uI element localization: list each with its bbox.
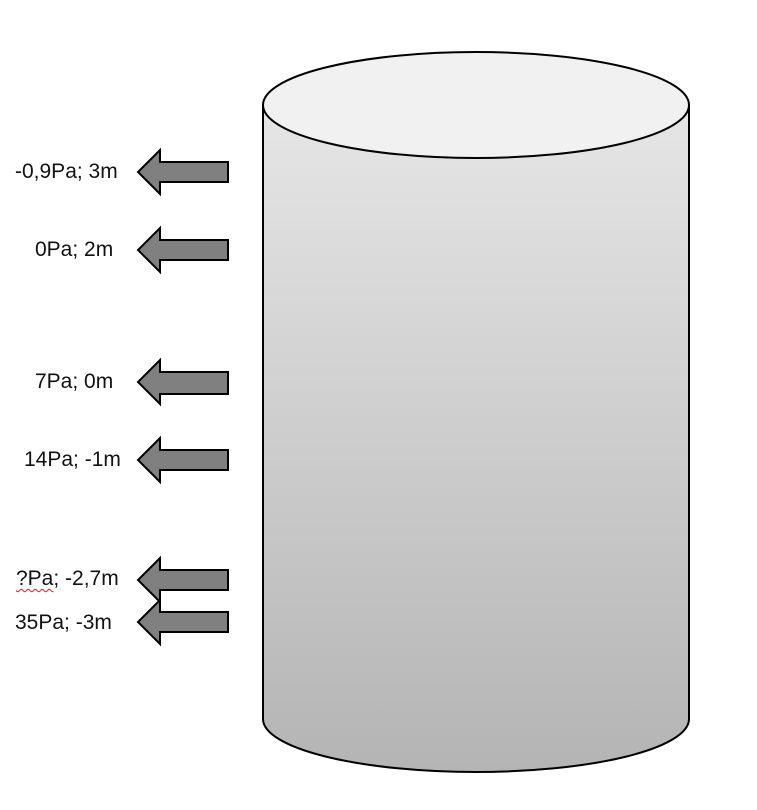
label-pressure-height: 35Pa; -3m <box>15 611 112 634</box>
arrow-left-icon <box>136 147 229 197</box>
arrow-left-icon <box>136 597 229 647</box>
label-pressure-height: -0,9Pa; 3m <box>15 160 118 183</box>
label-height: ; -2,7m <box>53 567 119 590</box>
label-pressure-height: 14Pa; -1m <box>24 448 121 471</box>
label-pressure-height: ?Pa; -2,7m <box>16 567 119 591</box>
label-pressure-height: 7Pa; 0m <box>35 370 114 393</box>
arrow-left-icon <box>136 435 229 485</box>
arrow-left-icon <box>136 555 229 605</box>
cylinder-top <box>262 51 690 159</box>
arrow-left-icon <box>136 357 229 407</box>
arrow-left-icon <box>136 225 229 275</box>
unknown-pressure: ?Pa <box>16 567 54 590</box>
cylinder-body <box>262 104 690 773</box>
label-pressure-height: 0Pa; 2m <box>35 238 114 261</box>
